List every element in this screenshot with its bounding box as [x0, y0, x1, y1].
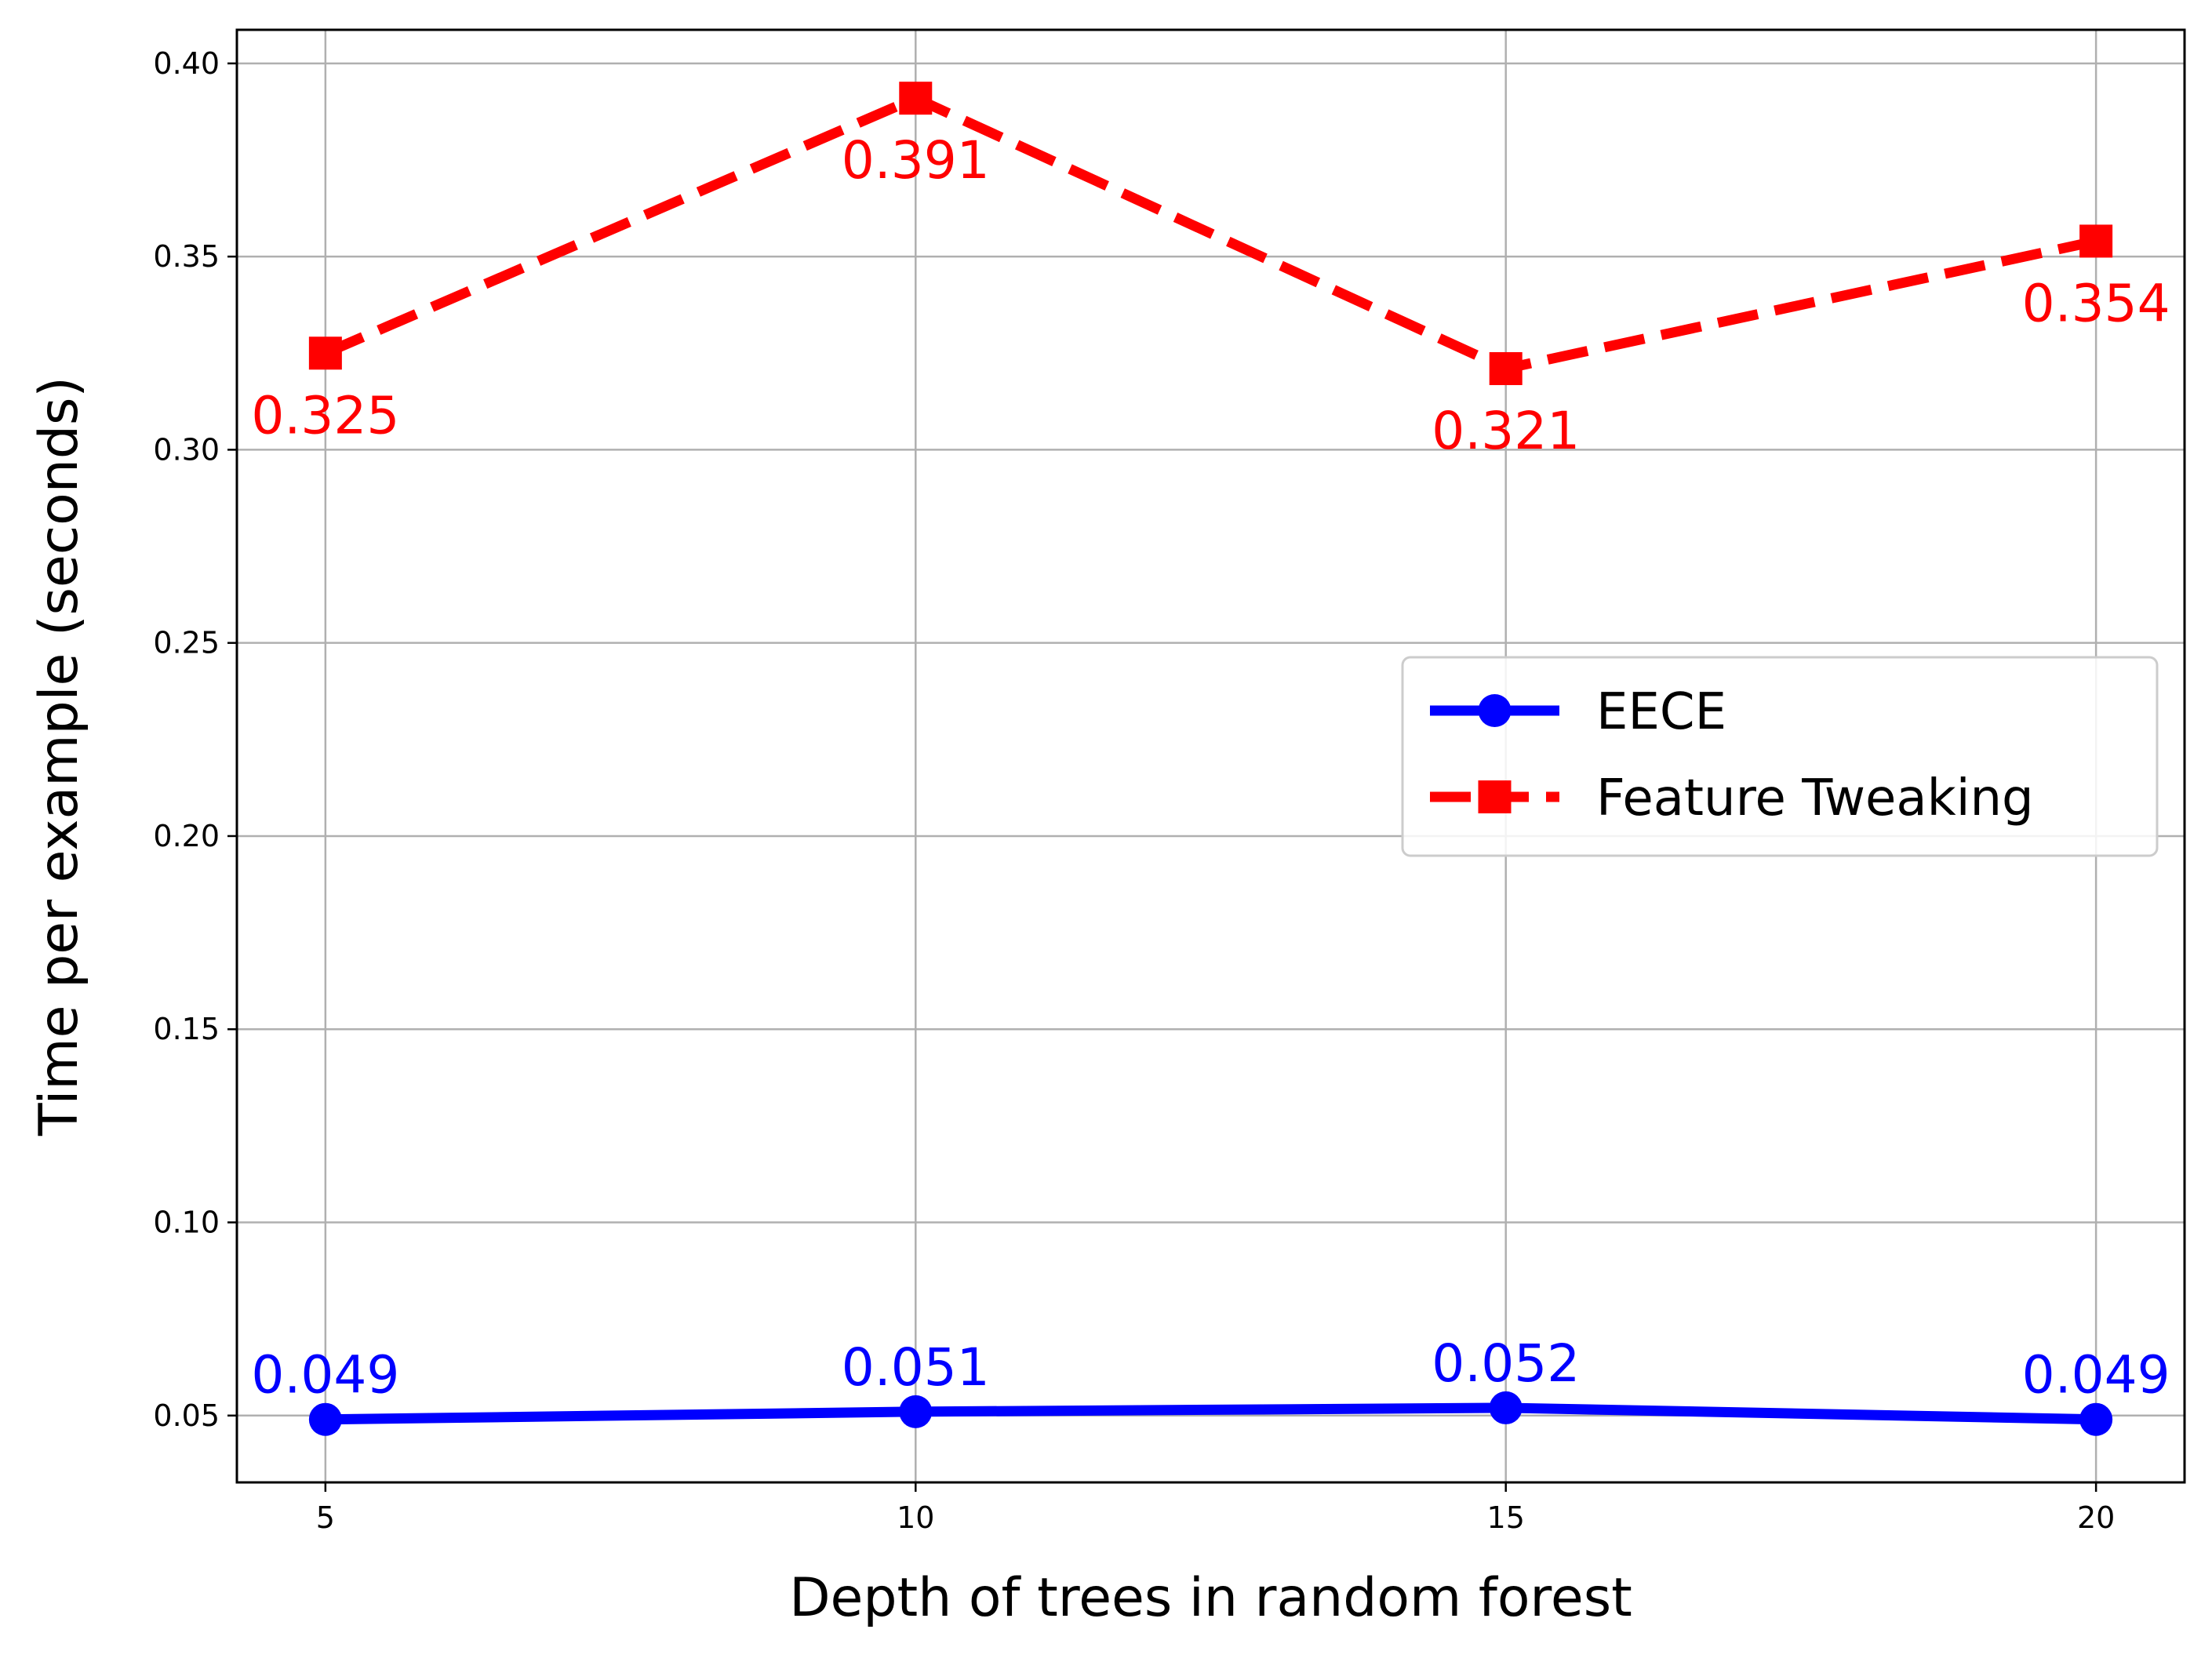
plot-frame	[235, 28, 2186, 1484]
eece-data-label: 0.049	[2022, 1345, 2170, 1406]
feature-tweaking-point	[1489, 351, 1523, 385]
y-tick-label: 0.20	[153, 819, 220, 853]
y-tick-label: 0.30	[153, 432, 220, 467]
feature-tweaking-data-label: 0.391	[842, 130, 990, 191]
eece-data-label: 0.049	[251, 1345, 399, 1406]
eece-point	[899, 1395, 933, 1428]
feature-tweaking-data-label: 0.354	[2022, 273, 2170, 333]
y-axis-ticks: 0.05 0.10 0.15 0.20 0.25 0.30 0.35 0.40	[153, 46, 237, 1433]
y-tick-label: 0.10	[153, 1206, 220, 1240]
y-tick-label: 0.25	[153, 626, 220, 660]
legend-feature-tweaking-marker	[1478, 780, 1512, 813]
feature-tweaking-point	[2079, 224, 2113, 258]
x-tick-label: 20	[2077, 1500, 2115, 1535]
feature-tweaking-point	[308, 336, 342, 370]
y-tick-label: 0.05	[153, 1398, 220, 1433]
data-labels: 0.049 0.051 0.052 0.049 0.325 0.391 0.321 0.354	[251, 130, 2170, 1406]
eece-data-label: 0.051	[842, 1337, 990, 1398]
series-lines	[320, 93, 2101, 1425]
x-axis-ticks: 5 10 15 20	[316, 1482, 2115, 1535]
x-tick-label: 15	[1487, 1500, 1525, 1535]
feature-tweaking-data-label: 0.325	[251, 385, 399, 446]
legend-eece-marker	[1478, 694, 1512, 727]
legend: EECE Feature Tweaking	[1401, 656, 2159, 857]
eece-line	[320, 1402, 2101, 1425]
eece-point	[308, 1402, 342, 1436]
legend-feature-tweaking-label: Feature Tweaking	[1596, 769, 2034, 827]
eece-point	[2079, 1402, 2113, 1436]
legend-box	[1401, 656, 2159, 857]
legend-eece-label: EECE	[1596, 683, 1726, 741]
x-axis-label: Depth of trees in random forest	[789, 1567, 1632, 1629]
feature-tweaking-data-label: 0.321	[1432, 401, 1580, 461]
data-markers	[308, 82, 2113, 1436]
eece-point	[1489, 1391, 1523, 1424]
y-axis-label: Time per example (seconds)	[28, 376, 90, 1136]
feature-tweaking-line	[323, 93, 2097, 374]
y-tick-label: 0.40	[153, 46, 220, 81]
feature-tweaking-point	[899, 82, 933, 115]
y-tick-label: 0.15	[153, 1012, 220, 1046]
eece-data-label: 0.052	[1432, 1333, 1580, 1394]
x-tick-label: 10	[897, 1500, 934, 1535]
x-tick-label: 5	[316, 1500, 335, 1535]
y-tick-label: 0.35	[153, 239, 220, 274]
